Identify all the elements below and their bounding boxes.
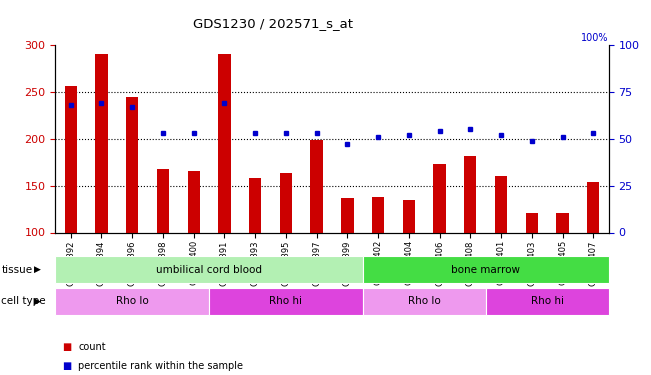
Bar <box>434 164 446 232</box>
Text: Rho lo: Rho lo <box>408 297 441 306</box>
Bar <box>55 256 363 283</box>
Bar <box>363 288 486 315</box>
Bar <box>126 97 139 232</box>
Bar <box>495 176 507 232</box>
Text: Rho hi: Rho hi <box>270 297 303 306</box>
Bar <box>157 169 169 232</box>
Bar <box>486 288 609 315</box>
Bar <box>464 156 477 232</box>
Bar <box>280 172 292 232</box>
Bar <box>249 178 261 232</box>
Text: GDS1230 / 202571_s_at: GDS1230 / 202571_s_at <box>193 17 353 30</box>
Bar <box>95 54 107 232</box>
Bar <box>187 171 200 232</box>
Text: tissue: tissue <box>1 265 33 274</box>
Bar <box>218 54 230 232</box>
Bar <box>209 288 363 315</box>
Text: count: count <box>78 342 105 352</box>
Text: ■: ■ <box>62 361 71 370</box>
Text: ■: ■ <box>62 342 71 352</box>
Text: ▶: ▶ <box>34 265 41 274</box>
Bar <box>526 213 538 232</box>
Text: percentile rank within the sample: percentile rank within the sample <box>78 361 243 370</box>
Text: umbilical cord blood: umbilical cord blood <box>156 265 262 274</box>
Bar <box>55 288 209 315</box>
Bar <box>587 182 600 232</box>
Text: bone marrow: bone marrow <box>451 265 520 274</box>
Text: cell type: cell type <box>1 297 46 306</box>
Bar <box>403 200 415 232</box>
Bar <box>311 140 323 232</box>
Bar <box>557 213 569 232</box>
Text: 100%: 100% <box>581 33 609 43</box>
Text: Rho lo: Rho lo <box>116 297 148 306</box>
Bar <box>341 198 353 232</box>
Bar <box>372 197 384 232</box>
Text: ▶: ▶ <box>34 297 41 306</box>
Bar <box>64 86 77 232</box>
Bar <box>363 256 609 283</box>
Text: Rho hi: Rho hi <box>531 297 564 306</box>
